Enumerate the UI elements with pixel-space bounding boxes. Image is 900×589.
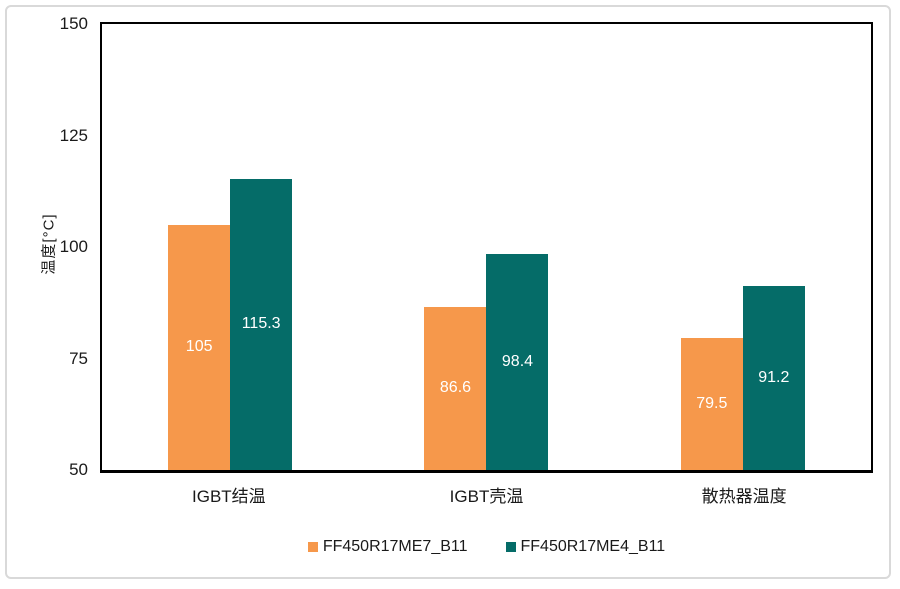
bar-pair: 79.5 91.2 (680, 24, 805, 470)
bar-value-label: 91.2 (758, 369, 790, 387)
bar-FF450R17ME4_B11: 91.2 (742, 286, 805, 470)
x-category-label: IGBT壳温 (449, 487, 524, 506)
bar-value-label: 86.6 (439, 379, 472, 397)
bar-group: 105 115.3 (102, 24, 358, 470)
legend-item: FF450R17ME4_B11 (505, 538, 666, 556)
legend-item: FF450R17ME7_B11 (307, 538, 468, 556)
legend-series-name: FF450R17ME4_B11 (520, 538, 666, 555)
legend-series-name: FF450R17ME7_B11 (322, 538, 468, 555)
bar-FF450R17ME7_B11: 86.6 (424, 306, 487, 470)
bar-value-label: 105 (185, 338, 213, 356)
bar-group: 79.5 91.2 (615, 24, 871, 470)
x-axis-category-labels: IGBT结温 IGBT壳温 散热器温度 (100, 482, 873, 507)
bar-FF450R17ME4_B11: 115.3 (230, 178, 293, 470)
bar-pair: 105 115.3 (168, 24, 293, 470)
bar-value-label: 115.3 (241, 315, 281, 333)
bar-value-label: 79.5 (696, 395, 728, 413)
legend-swatch-icon (307, 542, 318, 552)
x-category-label: IGBT结温 (192, 487, 266, 506)
legend-swatch-icon (505, 542, 516, 552)
bar-FF450R17ME7_B11: 105 (168, 224, 231, 470)
bar-pair: 86.6 98.4 (424, 24, 549, 470)
y-tick-label: 150 (59, 14, 88, 33)
y-tick-label: 50 (69, 460, 88, 479)
chart-outer-frame (5, 5, 891, 579)
bar-FF450R17ME7_B11: 79.5 (680, 338, 743, 470)
legend: FF450R17ME7_B11 FF450R17ME4_B11 (100, 538, 873, 556)
bar-group: 86.6 98.4 (358, 24, 614, 470)
y-tick-label: 75 (69, 348, 88, 368)
y-tick-label: 100 (59, 237, 88, 256)
x-category-label: 散热器温度 (701, 487, 787, 506)
plot-area: 105 115.3 86.6 98.4 79.5 91.2 (100, 22, 873, 473)
bar-value-label: 98.4 (501, 353, 534, 371)
y-tick-label: 125 (59, 125, 88, 145)
bar-FF450R17ME4_B11: 98.4 (486, 254, 549, 470)
